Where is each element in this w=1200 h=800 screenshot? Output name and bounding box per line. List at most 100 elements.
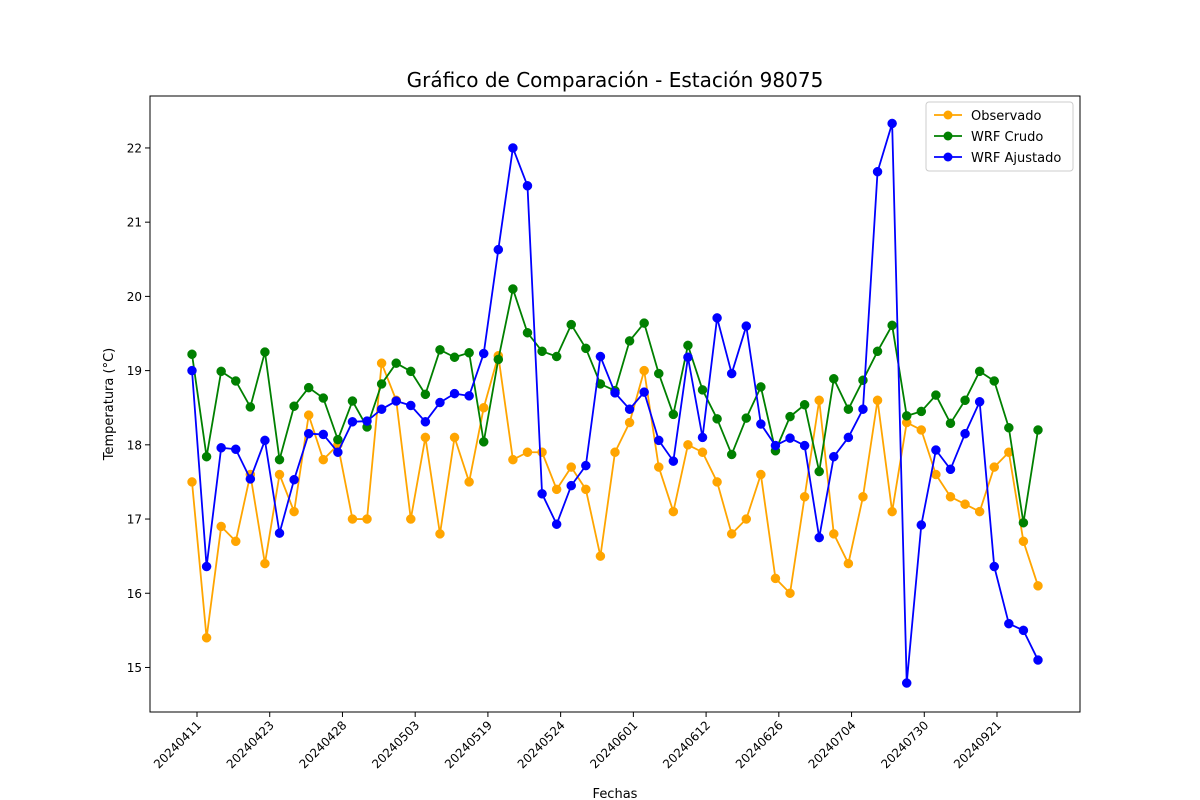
data-point-observado [1018, 536, 1029, 547]
data-point-observado [799, 492, 810, 502]
data-point-wrf-ajustado [508, 143, 518, 153]
data-point-wrf-crudo [333, 434, 343, 445]
data-point-wrf-ajustado [697, 432, 708, 443]
data-point-observado [668, 506, 679, 517]
data-point-wrf-crudo [858, 375, 868, 385]
data-point-wrf-crudo [741, 413, 752, 423]
data-point-observado [187, 477, 197, 487]
data-point-wrf-ajustado [231, 444, 241, 455]
data-point-wrf-ajustado [201, 561, 212, 572]
data-point-observado [624, 417, 635, 428]
data-point-wrf-ajustado [814, 532, 824, 543]
data-point-wrf-ajustado [260, 435, 270, 446]
data-point-wrf-crudo [260, 347, 270, 357]
data-point-wrf-crudo [537, 346, 547, 357]
data-point-wrf-crudo [318, 393, 329, 403]
data-point-observado [872, 395, 883, 406]
data-point-wrf-ajustado [303, 428, 314, 439]
data-point-observado [566, 462, 576, 472]
data-point-observado [289, 506, 299, 517]
data-point-wrf-ajustado [333, 447, 343, 457]
x-tick-label: 20240626 [733, 718, 786, 771]
data-point-wrf-crudo [216, 366, 226, 377]
data-point-wrf-crudo [887, 320, 897, 331]
data-point-wrf-crudo [376, 379, 387, 389]
series-wrf-crudo [187, 284, 1043, 528]
data-point-wrf-ajustado [843, 432, 854, 443]
legend: Observado WRF Crudo WRF Ajustado [925, 101, 1074, 172]
data-point-observado [406, 514, 416, 524]
chart-title: Gráfico de Comparación - Estación 98075 [407, 68, 824, 92]
y-tick-label: 20 [127, 290, 142, 304]
data-point-wrf-crudo [872, 346, 883, 357]
data-point-wrf-crudo [231, 376, 241, 386]
data-point-observado [843, 558, 854, 569]
x-tick-label: 20240519 [442, 718, 495, 771]
data-point-observado [318, 454, 329, 465]
data-point-wrf-ajustado [274, 528, 285, 538]
data-point-observado [726, 529, 737, 539]
legend-marker [943, 131, 953, 141]
data-point-wrf-ajustado [624, 404, 635, 414]
data-point-wrf-ajustado [683, 352, 693, 362]
series-wrf-ajustado [187, 118, 1043, 688]
data-point-wrf-crudo [1033, 425, 1043, 435]
data-point-wrf-ajustado [668, 456, 679, 466]
data-point-wrf-ajustado [289, 474, 299, 485]
data-point-wrf-ajustado [726, 368, 737, 379]
data-point-observado [231, 536, 241, 547]
legend-box [925, 101, 1074, 172]
y-tick-label: 16 [127, 587, 142, 601]
x-tick-label: 20240411 [151, 718, 204, 771]
data-point-wrf-crudo [551, 351, 562, 362]
y-tick-label: 19 [127, 364, 142, 378]
data-point-wrf-crudo [464, 348, 474, 358]
x-tick-label: 20240612 [660, 718, 713, 771]
data-point-wrf-ajustado [420, 417, 431, 427]
data-point-observado [551, 484, 562, 495]
data-point-wrf-ajustado [887, 118, 897, 129]
x-tick-label: 20240428 [296, 718, 349, 771]
series-layer [187, 118, 1043, 688]
data-point-observado [785, 588, 795, 598]
data-point-wrf-ajustado [391, 396, 401, 406]
data-point-wrf-crudo [508, 284, 518, 294]
y-tick-label: 15 [127, 661, 142, 675]
data-point-observado [449, 432, 460, 443]
x-tick-label: 20240423 [224, 718, 277, 771]
data-point-observado [464, 477, 474, 487]
data-point-wrf-crudo [274, 454, 285, 465]
legend-label: WRF Crudo [971, 130, 1043, 145]
data-point-wrf-ajustado [785, 433, 795, 443]
data-point-wrf-ajustado [216, 443, 226, 453]
data-point-wrf-ajustado [741, 321, 752, 331]
data-point-observado [537, 447, 547, 457]
data-point-observado [216, 521, 226, 532]
data-point-wrf-ajustado [551, 519, 562, 529]
data-point-wrf-ajustado [829, 451, 839, 462]
data-point-observado [610, 447, 620, 457]
data-point-wrf-ajustado [799, 440, 810, 451]
data-point-observado [260, 558, 270, 569]
data-point-observado [654, 462, 664, 472]
data-point-observado [960, 499, 970, 509]
series-line-wrf-ajustado [191, 122, 1039, 684]
data-point-wrf-crudo [989, 376, 999, 386]
data-point-wrf-crudo [974, 366, 985, 377]
data-point-observado [945, 492, 956, 502]
data-point-observado [814, 395, 824, 406]
data-point-observado [639, 365, 649, 376]
data-point-wrf-crudo [449, 352, 460, 362]
data-point-wrf-crudo [668, 409, 679, 420]
data-point-wrf-ajustado [537, 489, 547, 499]
data-point-observado [829, 529, 839, 539]
data-point-observado [522, 447, 533, 457]
legend-label: Observado [971, 109, 1042, 124]
data-point-observado [712, 477, 722, 487]
data-point-wrf-ajustado [610, 388, 620, 398]
x-tick-label: 20240524 [515, 718, 568, 771]
data-point-wrf-crudo [901, 411, 912, 421]
data-point-wrf-crudo [187, 349, 197, 360]
y-tick-label: 18 [127, 438, 142, 452]
